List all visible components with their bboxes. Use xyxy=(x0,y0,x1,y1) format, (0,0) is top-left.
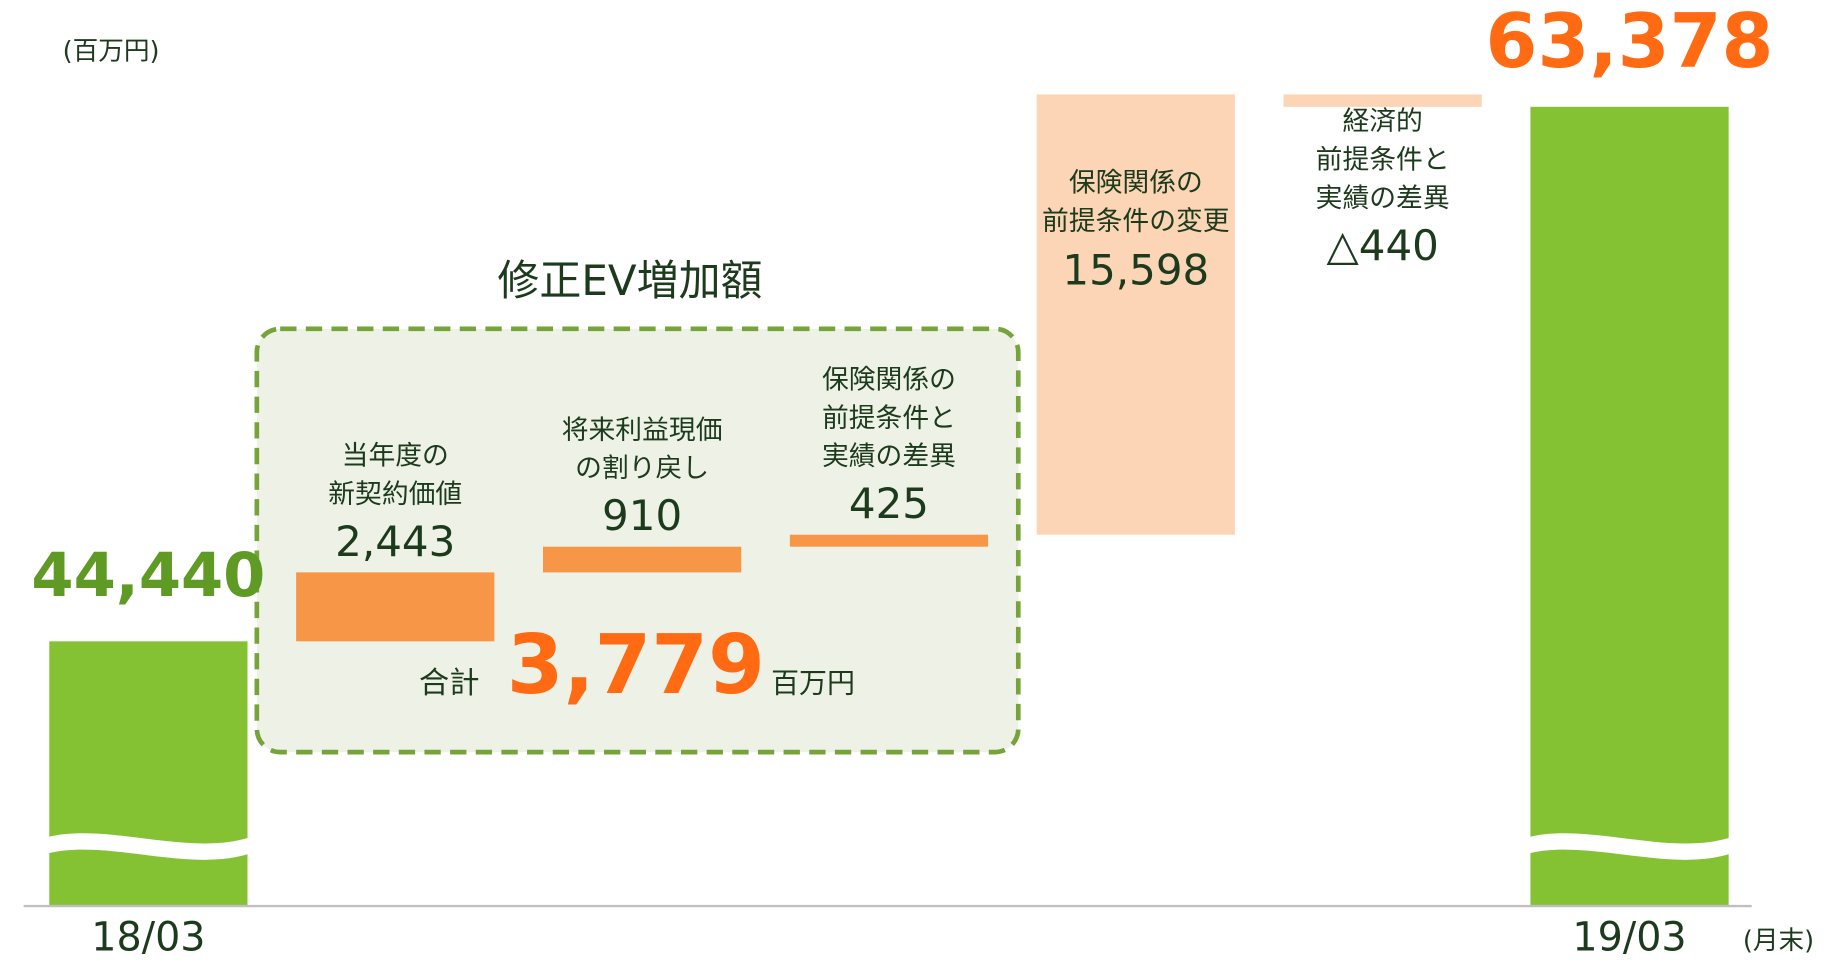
category-label: 保険関係の xyxy=(1069,168,1203,199)
bar xyxy=(542,546,742,573)
bar xyxy=(789,534,989,547)
group-title: 修正EV増加額 xyxy=(497,256,762,305)
value-label: 15,598 xyxy=(1062,245,1209,294)
category-label: 前提条件と xyxy=(1316,144,1450,175)
category-label: 経済的 xyxy=(1342,106,1422,137)
category-label: の割り戻し xyxy=(575,453,709,484)
value-label: 2,443 xyxy=(335,517,455,566)
category-label: 将来利益現価 xyxy=(562,415,723,446)
category-label: 前提条件の変更 xyxy=(1042,206,1230,237)
group-total: 3,779 xyxy=(507,618,765,713)
bar xyxy=(1036,94,1235,535)
bar xyxy=(1530,106,1729,907)
x-tick-label: 18/03 xyxy=(91,914,205,960)
category-label: 新契約価値 xyxy=(328,479,462,510)
bar xyxy=(296,572,495,642)
x-tick-label: 19/03 xyxy=(1572,914,1686,960)
value-label: 63,378 xyxy=(1486,0,1774,85)
x-unit-label: (月末) xyxy=(1743,926,1814,956)
category-label: 実績の差異 xyxy=(1316,183,1450,214)
axis-break xyxy=(46,833,250,860)
value-label: 425 xyxy=(849,479,929,528)
value-label: 44,440 xyxy=(31,541,265,611)
category-label: 保険関係の xyxy=(822,364,956,395)
bar xyxy=(1283,94,1482,107)
value-label: 910 xyxy=(602,491,682,540)
unit-label: (百万円) xyxy=(63,36,160,66)
group-total-label: 合計 xyxy=(419,666,480,701)
value-label: △440 xyxy=(1326,221,1438,270)
category-label: 当年度の xyxy=(342,440,449,471)
category-label: 前提条件と xyxy=(822,403,956,434)
group-total-unit: 百万円 xyxy=(771,666,855,699)
axis-break xyxy=(1528,833,1731,860)
group-box xyxy=(254,326,1021,755)
category-label: 実績の差異 xyxy=(822,441,956,472)
bar xyxy=(49,641,248,907)
